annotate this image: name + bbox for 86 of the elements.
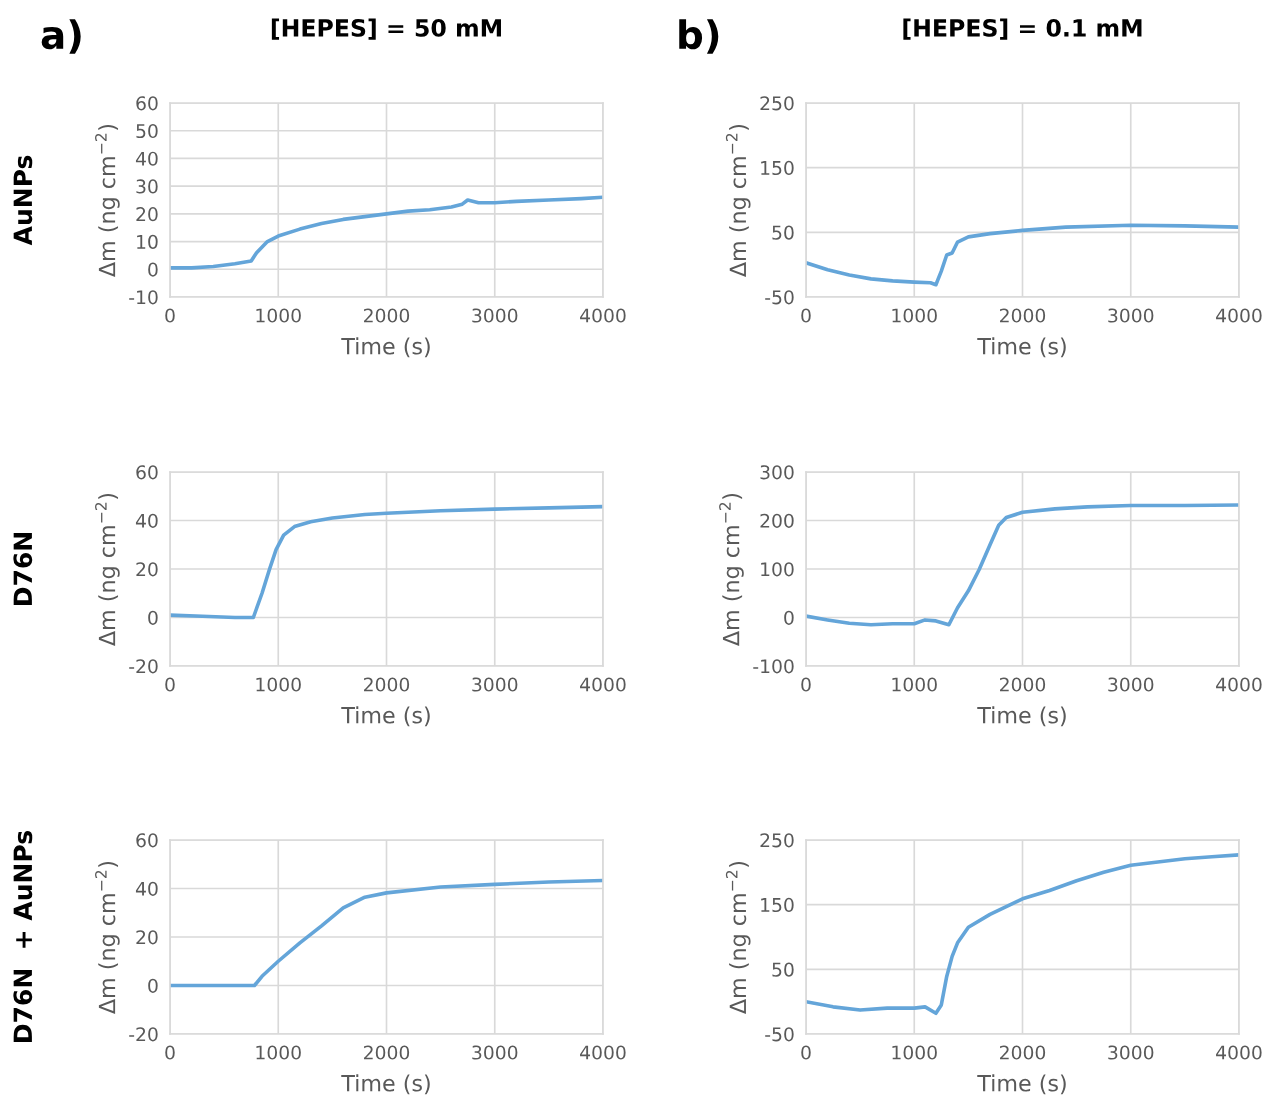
y-tick-label: 60 — [136, 96, 158, 111]
y-tick-label: 30 — [136, 179, 158, 194]
y-axis-title: Δm (ng cm$^{−2}$) — [719, 493, 744, 646]
y-tick-label: -20 — [129, 659, 158, 674]
y-tick-label: 100 — [761, 562, 794, 577]
x-tick-label: 1000 — [892, 308, 937, 323]
text: D76N + AuNPs — [13, 831, 33, 1042]
x-tick-label: 1000 — [892, 677, 937, 692]
y-tick-label: 50 — [772, 962, 794, 977]
x-axis-title: Time (s) — [977, 337, 1066, 358]
y-axis-title: Δm (ng cm$^{−2}$) — [95, 861, 120, 1014]
x-tick-label: 2000 — [364, 677, 410, 692]
x-tick-label: 0 — [165, 1045, 175, 1060]
line-series — [170, 878, 603, 988]
y-tick-label: 60 — [136, 833, 158, 848]
x-tick-label: 3000 — [1108, 308, 1154, 323]
y-tick-label: -50 — [765, 1027, 794, 1042]
x-tick-label: 1000 — [892, 1045, 937, 1060]
y-tick-label: 20 — [136, 562, 158, 577]
y-tick-label: -20 — [129, 1027, 158, 1042]
y-tick-label: 40 — [135, 513, 158, 528]
text: a) — [41, 19, 81, 54]
x-tick-label: 0 — [801, 677, 811, 692]
y-axis-title: Δm (ng cm$^{−2}$) — [725, 124, 751, 277]
x-tick-label: 0 — [801, 308, 811, 323]
x-tick-label: 4000 — [1216, 308, 1262, 323]
y-axis-title: Δm (ng cm$^{−2}$) — [95, 124, 120, 277]
x-tick-label: 4000 — [1216, 677, 1262, 692]
y-tick-label: 0 — [148, 978, 158, 993]
y-tick-label: 150 — [761, 897, 794, 913]
y-tick-label: 10 — [137, 234, 158, 249]
x-tick-label: 4000 — [580, 308, 626, 323]
x-axis-title: Time (s) — [977, 706, 1066, 727]
y-tick-label: 20 — [136, 930, 158, 945]
text: D76N — [13, 533, 33, 605]
x-tick-label: 3000 — [1108, 677, 1154, 692]
y-axis-title: Δm (ng cm$^{−2}$) — [95, 493, 120, 646]
line-series — [170, 504, 603, 620]
y-tick-label: 50 — [136, 123, 158, 139]
x-tick-label: 2000 — [364, 1045, 410, 1060]
y-tick-label: -100 — [753, 659, 794, 674]
x-tick-label: 0 — [801, 1045, 811, 1060]
x-tick-label: 3000 — [472, 308, 518, 323]
y-tick-label: 150 — [761, 160, 794, 176]
line-series — [806, 503, 1239, 627]
line-series — [806, 223, 1239, 287]
x-tick-label: 2000 — [364, 308, 410, 323]
x-tick-label: 2000 — [1000, 1045, 1046, 1060]
y-tick-label: 0 — [148, 610, 158, 625]
x-tick-label: 2000 — [1000, 308, 1046, 323]
y-tick-label: -50 — [765, 290, 794, 305]
x-axis-title: Time (s) — [341, 706, 430, 727]
y-tick-label: 0 — [148, 262, 158, 277]
y-tick-label: -10 — [129, 290, 158, 305]
x-tick-label: 0 — [165, 677, 175, 692]
y-tick-label: 40 — [135, 151, 158, 166]
chart-title: [HEPES] = 50 mM — [271, 18, 501, 40]
chart-title: [HEPES] = 0.1 mM — [903, 18, 1142, 40]
y-tick-label: 300 — [760, 465, 794, 480]
text: AuNPs — [13, 155, 33, 246]
y-tick-label: 60 — [136, 465, 158, 480]
x-tick-label: 3000 — [472, 677, 518, 692]
x-axis-title: Time (s) — [341, 1074, 430, 1095]
x-axis-title: Time (s) — [341, 337, 430, 358]
x-tick-label: 3000 — [472, 1045, 518, 1060]
y-tick-label: 200 — [760, 513, 794, 528]
y-tick-label: 40 — [135, 881, 158, 896]
line-series — [170, 195, 603, 270]
y-tick-label: 250 — [760, 833, 794, 848]
y-axis-title: Δm (ng cm$^{−2}$) — [725, 861, 751, 1014]
x-tick-label: 1000 — [256, 308, 301, 323]
x-tick-label: 1000 — [256, 1045, 301, 1060]
x-tick-label: 0 — [165, 308, 175, 323]
x-tick-label: 4000 — [580, 677, 626, 692]
x-tick-label: 2000 — [1000, 677, 1046, 692]
x-tick-label: 4000 — [580, 1045, 626, 1060]
x-tick-label: 3000 — [1108, 1045, 1154, 1060]
line-series — [806, 853, 1239, 1016]
y-tick-label: 250 — [760, 96, 794, 111]
x-axis-title: Time (s) — [977, 1074, 1066, 1095]
x-tick-label: 1000 — [256, 677, 301, 692]
y-tick-label: 20 — [136, 207, 158, 222]
x-tick-label: 4000 — [1216, 1045, 1262, 1060]
y-tick-label: 50 — [772, 225, 794, 240]
text: b) — [679, 19, 719, 54]
y-tick-label: 0 — [784, 610, 794, 625]
